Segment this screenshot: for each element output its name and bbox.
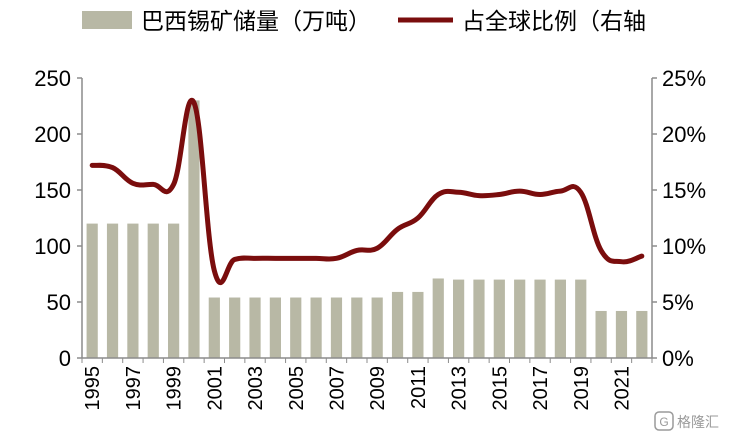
x-tick-label: 2009 bbox=[367, 366, 389, 411]
bar-2014 bbox=[473, 279, 485, 358]
bar-2001 bbox=[208, 297, 220, 358]
bar-1996 bbox=[106, 223, 119, 358]
bar-2004 bbox=[269, 297, 281, 358]
bar-2021 bbox=[615, 310, 628, 358]
right-tick-label: 10% bbox=[662, 234, 706, 259]
bar-2007 bbox=[330, 297, 343, 358]
x-tick-label: 2011 bbox=[408, 366, 430, 409]
bar-2002 bbox=[229, 297, 241, 358]
bar-2015 bbox=[493, 279, 505, 358]
axes bbox=[81, 78, 653, 359]
bar-2000 bbox=[188, 100, 200, 359]
x-tick-label: 2001 bbox=[204, 366, 226, 411]
bar-2010 bbox=[391, 291, 404, 358]
x-tick-label: 2005 bbox=[286, 366, 308, 411]
bar-1997 bbox=[127, 223, 139, 358]
g-logo-icon bbox=[654, 411, 674, 431]
bar-1999 bbox=[168, 223, 180, 358]
legend: 巴西锡矿储量（万吨） 占全球比例（右轴 bbox=[82, 9, 646, 35]
bar-2003 bbox=[249, 297, 261, 358]
left-axis-ticks: 0 50 100 150 200 250 bbox=[34, 66, 82, 371]
x-tick-label: 2013 bbox=[449, 366, 471, 411]
x-tick-label: 2015 bbox=[489, 366, 511, 411]
left-tick-label: 0 bbox=[59, 346, 71, 371]
left-tick-label: 50 bbox=[47, 290, 71, 315]
x-tick-label: 2021 bbox=[611, 366, 633, 411]
right-tick-label: 0% bbox=[662, 346, 694, 371]
x-tick-label: 1997 bbox=[123, 366, 145, 411]
right-tick-label: 5% bbox=[662, 290, 694, 315]
bar-2016 bbox=[514, 279, 526, 358]
left-tick-label: 250 bbox=[34, 66, 71, 91]
x-tick-label: 2003 bbox=[245, 366, 267, 411]
g-logo-glyph: G bbox=[659, 415, 668, 429]
right-axis-ticks: 0% 5% 10% 15% 20% 25% bbox=[652, 66, 706, 371]
right-tick-label: 25% bbox=[662, 66, 706, 91]
x-tick-label: 1995 bbox=[82, 366, 104, 411]
left-tick-label: 100 bbox=[34, 234, 71, 259]
bar-1995 bbox=[86, 223, 98, 358]
right-tick-label: 15% bbox=[662, 178, 706, 203]
bar-2006 bbox=[310, 297, 322, 358]
x-tick-label: 2017 bbox=[530, 366, 552, 411]
left-tick-label: 150 bbox=[34, 178, 71, 203]
bar-2020 bbox=[595, 310, 607, 358]
watermark-text: 格隆汇 bbox=[677, 415, 719, 431]
bar-2019 bbox=[575, 279, 587, 358]
bar-2008 bbox=[351, 297, 363, 358]
bar-2018 bbox=[554, 279, 566, 358]
bar-2005 bbox=[290, 297, 302, 358]
right-tick-label: 20% bbox=[662, 122, 706, 147]
bar-series bbox=[86, 100, 648, 359]
bar-2011 bbox=[412, 291, 424, 358]
bar-2012 bbox=[432, 278, 444, 358]
x-tick-label: 2007 bbox=[326, 366, 348, 411]
x-tick-label: 2019 bbox=[571, 366, 593, 411]
bar-2009 bbox=[371, 297, 383, 358]
legend-swatch-bar bbox=[82, 11, 132, 29]
legend-label-bar: 巴西锡矿储量（万吨） bbox=[141, 9, 371, 35]
x-axis-ticks: 1995 1997 1999 2001 2003 2005 2007 2009 2011 2013… bbox=[81, 358, 653, 411]
bar-2013 bbox=[453, 279, 465, 358]
bar-2022 bbox=[636, 310, 648, 358]
legend-label-line: 占全球比例（右轴 bbox=[462, 9, 646, 35]
share-line-series bbox=[89, 97, 645, 286]
watermark: G 格隆汇 bbox=[654, 411, 719, 431]
x-tick-label: 1999 bbox=[164, 366, 186, 411]
bar-1998 bbox=[147, 223, 159, 358]
bar-2017 bbox=[534, 279, 546, 358]
left-tick-label: 200 bbox=[34, 122, 71, 147]
